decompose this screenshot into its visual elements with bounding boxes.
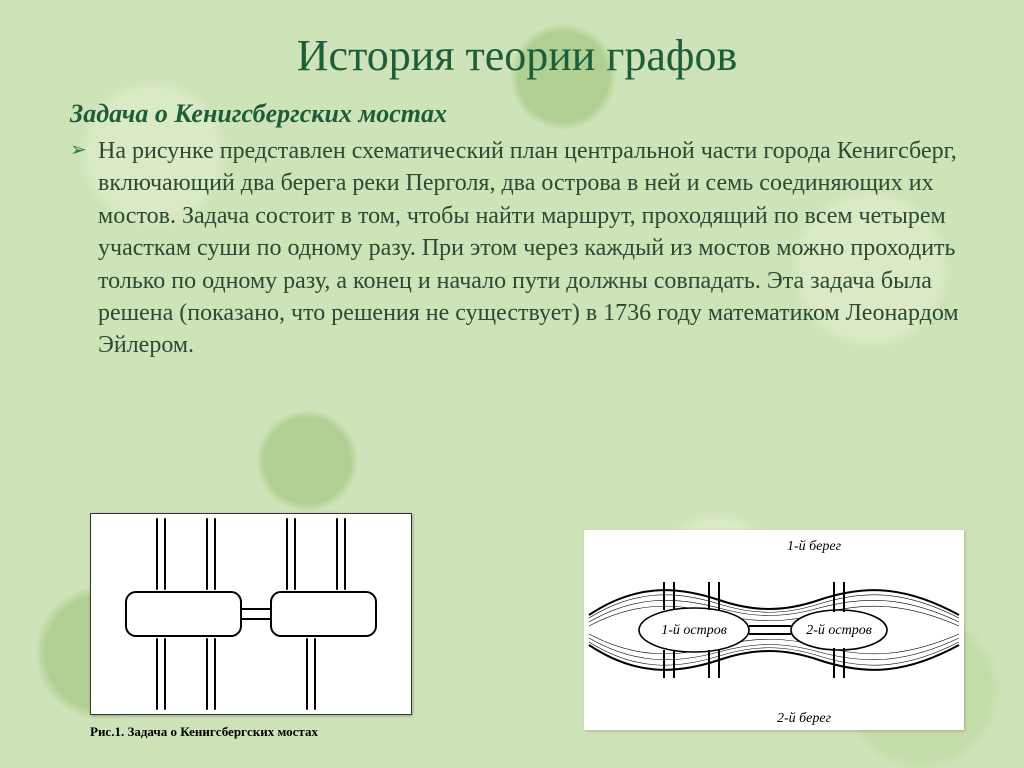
figures-row: Рис.1. Задача о Кенигсбергских мостах 1-… bbox=[0, 513, 1024, 740]
svg-text:2-й берег: 2-й берег bbox=[777, 711, 832, 726]
svg-text:2-й остров: 2-й остров bbox=[806, 623, 872, 638]
slide: История теории графов Задача о Кенигсбер… bbox=[0, 0, 1024, 768]
body-text: На рисунке представлен схематический пла… bbox=[98, 135, 964, 362]
slide-title: История теории графов bbox=[70, 30, 964, 81]
figure-right-map: 1-й берег 2-й берег 1-й остров 2-й остров bbox=[584, 530, 964, 730]
figure-left-schematic bbox=[90, 513, 412, 715]
svg-text:1-й остров: 1-й остров bbox=[661, 623, 727, 638]
figure-left-caption: Рис.1. Задача о Кенигсбергских мостах bbox=[90, 724, 410, 740]
bullet-marker-icon: ➢ bbox=[70, 135, 98, 165]
slide-subtitle: Задача о Кенигсбергских мостах bbox=[70, 99, 964, 129]
svg-text:1-й берег: 1-й берег bbox=[787, 539, 842, 554]
figure-left-wrap: Рис.1. Задача о Кенигсбергских мостах bbox=[90, 513, 410, 740]
bullet-row: ➢ На рисунке представлен схематический п… bbox=[70, 135, 964, 362]
